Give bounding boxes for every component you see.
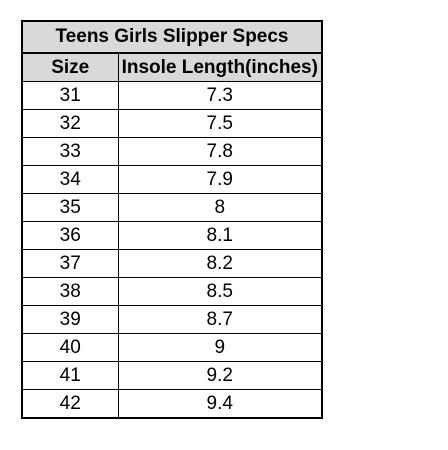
table-title-row: Teens Girls Slipper Specs: [21, 20, 323, 54]
insole-length-cell: 7.8: [117, 137, 323, 166]
insole-length-cell: 9.4: [117, 389, 323, 419]
size-cell: 31: [21, 81, 119, 110]
size-cell: 40: [21, 333, 119, 362]
table-title: Teens Girls Slipper Specs: [21, 20, 323, 54]
column-header-insole-length: Insole Length(inches): [117, 52, 323, 82]
insole-length-cell: 7.3: [117, 81, 323, 110]
size-cell: 36: [21, 221, 119, 250]
table-row: 38 8.5: [21, 277, 323, 306]
size-cell: 33: [21, 137, 119, 166]
table-row: 34 7.9: [21, 165, 323, 194]
table-row: 33 7.8: [21, 137, 323, 166]
table-row: 36 8.1: [21, 221, 323, 250]
insole-length-cell: 8.7: [117, 305, 323, 334]
insole-length-cell: 7.5: [117, 109, 323, 138]
table-row: 37 8.2: [21, 249, 323, 278]
insole-length-cell: 9.2: [117, 361, 323, 390]
column-header-size: Size: [21, 52, 119, 82]
size-cell: 32: [21, 109, 119, 138]
size-cell: 38: [21, 277, 119, 306]
size-cell: 34: [21, 165, 119, 194]
insole-length-cell: 8.5: [117, 277, 323, 306]
size-cell: 35: [21, 193, 119, 222]
size-cell: 41: [21, 361, 119, 390]
table-row: 41 9.2: [21, 361, 323, 390]
insole-length-cell: 8.1: [117, 221, 323, 250]
table-row: 35 8: [21, 193, 323, 222]
size-cell: 42: [21, 389, 119, 419]
table-header-row: Size Insole Length(inches): [21, 52, 323, 82]
insole-length-cell: 7.9: [117, 165, 323, 194]
size-cell: 39: [21, 305, 119, 334]
size-cell: 37: [21, 249, 119, 278]
table-row: 39 8.7: [21, 305, 323, 334]
insole-length-cell: 9: [117, 333, 323, 362]
table-row: 42 9.4: [21, 389, 323, 419]
table-row: 31 7.3: [21, 81, 323, 110]
table-row: 40 9: [21, 333, 323, 362]
insole-length-cell: 8: [117, 193, 323, 222]
slipper-size-table: Teens Girls Slipper Specs Size Insole Le…: [21, 20, 323, 419]
table-row: 32 7.5: [21, 109, 323, 138]
insole-length-cell: 8.2: [117, 249, 323, 278]
